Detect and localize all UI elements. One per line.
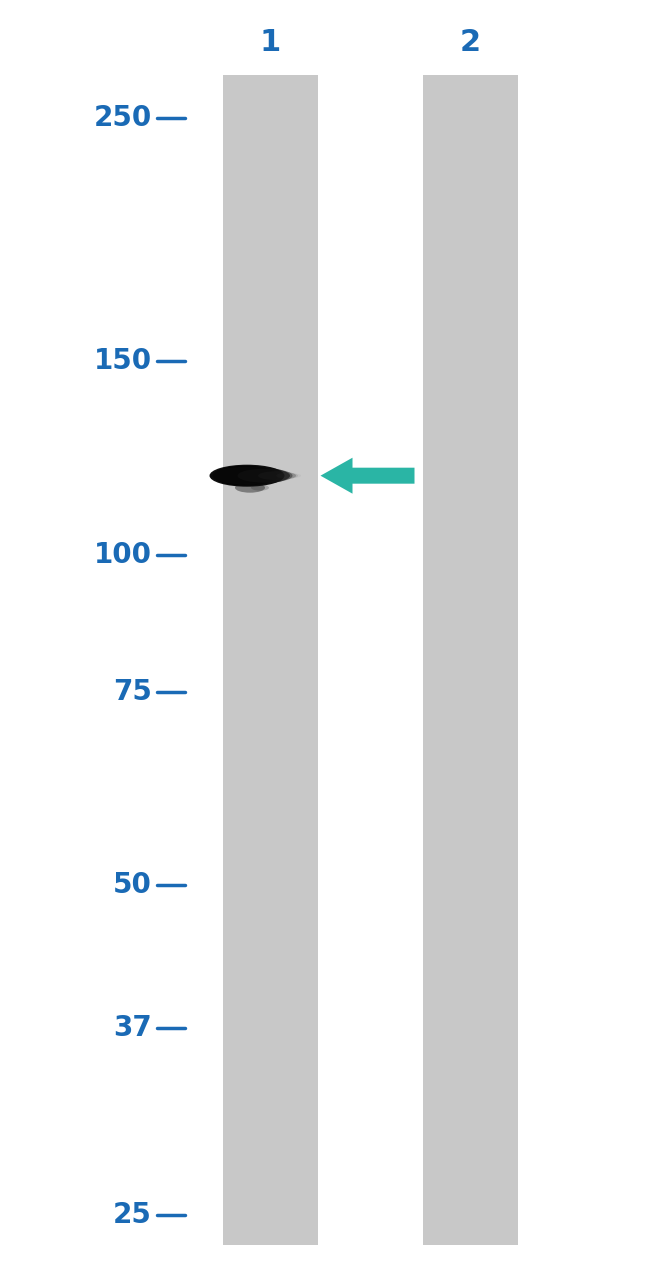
Ellipse shape	[251, 485, 269, 490]
Text: 75: 75	[113, 678, 152, 706]
Bar	[422, 75, 517, 1245]
Text: 1: 1	[259, 28, 281, 57]
Ellipse shape	[213, 466, 278, 485]
Ellipse shape	[210, 466, 290, 485]
Text: 100: 100	[94, 541, 152, 569]
Ellipse shape	[258, 471, 296, 480]
Text: 250: 250	[94, 104, 152, 132]
Ellipse shape	[289, 474, 301, 478]
FancyArrow shape	[320, 457, 415, 494]
Text: 2: 2	[460, 28, 480, 57]
Bar	[222, 75, 317, 1245]
Ellipse shape	[276, 472, 298, 479]
Text: 50: 50	[113, 871, 152, 899]
Ellipse shape	[209, 465, 285, 486]
Text: 150: 150	[94, 348, 152, 376]
Text: 37: 37	[113, 1015, 152, 1043]
Ellipse shape	[235, 483, 265, 493]
Text: 25: 25	[113, 1201, 152, 1229]
Ellipse shape	[237, 469, 292, 483]
